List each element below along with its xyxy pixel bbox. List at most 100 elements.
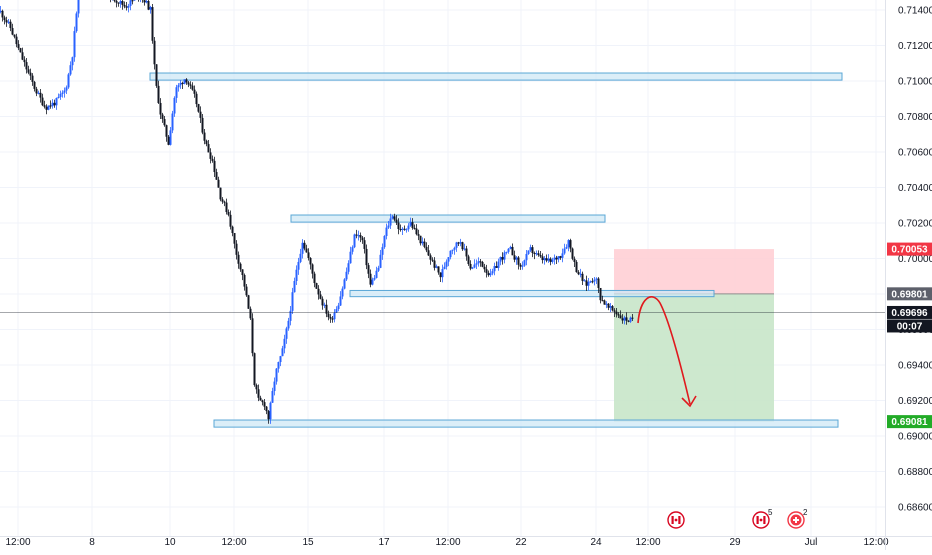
candle-body — [194, 90, 196, 94]
candle — [464, 244, 466, 251]
candle-body — [46, 107, 48, 110]
candle-body — [362, 238, 364, 241]
candle — [538, 250, 540, 256]
candle — [290, 306, 292, 325]
candle — [48, 105, 50, 110]
candle-body — [500, 257, 502, 262]
candle-body — [478, 261, 480, 263]
candle-body — [612, 306, 614, 310]
candle — [568, 239, 570, 251]
candle-body — [298, 262, 300, 270]
candle — [12, 24, 14, 35]
event-ca-group-badge[interactable]: 5 — [753, 508, 773, 528]
candle — [592, 278, 594, 283]
candle-body — [566, 247, 568, 248]
candle — [44, 101, 46, 109]
candle-body — [596, 279, 598, 280]
candle — [586, 276, 588, 291]
candle — [54, 100, 56, 108]
candle — [446, 259, 448, 269]
candle-body — [4, 17, 6, 20]
candle-body — [360, 235, 362, 237]
candle — [274, 378, 276, 396]
candle-body — [222, 199, 224, 201]
candle-body — [12, 28, 14, 35]
candle-body — [610, 306, 612, 308]
candle-body — [216, 172, 218, 180]
candle-body — [342, 289, 344, 297]
candle — [260, 396, 262, 401]
candle-body — [168, 137, 170, 145]
candle — [604, 299, 606, 304]
candle — [452, 250, 454, 255]
candle — [526, 250, 528, 265]
candle-body — [514, 255, 516, 259]
candle — [380, 250, 382, 268]
candle-body — [502, 257, 504, 260]
candle — [68, 73, 70, 89]
countdown-tag: 00:07 — [887, 319, 932, 332]
candle-body — [340, 296, 342, 305]
price-tick-label: 0.70600 — [898, 148, 932, 159]
range-bottom-zone[interactable] — [350, 290, 714, 296]
candle — [6, 17, 8, 27]
candle-body — [58, 97, 60, 98]
candle-body — [626, 317, 628, 320]
candle-body — [424, 242, 426, 247]
candle-body — [414, 228, 416, 229]
candle-body — [354, 235, 356, 248]
candle-body — [122, 1, 124, 5]
candle-body — [304, 243, 306, 249]
candle — [440, 272, 442, 282]
candle — [542, 253, 544, 263]
candle — [14, 34, 16, 38]
range-top-zone[interactable] — [291, 215, 605, 222]
candle-body — [470, 264, 472, 269]
maple-leaf — [760, 519, 763, 522]
candle-body — [420, 236, 422, 243]
candle — [420, 236, 422, 246]
position-tool[interactable] — [614, 249, 774, 422]
resistance-zone-top[interactable] — [150, 73, 842, 80]
candle-body — [618, 314, 620, 315]
candle-body — [324, 305, 326, 306]
price-tick-label: 0.71400 — [898, 6, 932, 17]
candle-body — [42, 98, 44, 106]
candle — [216, 169, 218, 180]
candle-body — [288, 321, 290, 329]
candle-body — [604, 300, 606, 304]
candle — [206, 140, 208, 147]
candle-body — [212, 159, 214, 161]
candle — [496, 261, 498, 268]
candle — [386, 224, 388, 240]
candle — [378, 266, 380, 272]
candle — [470, 260, 472, 270]
candle — [218, 177, 220, 188]
candle-body — [236, 244, 238, 255]
candle-body — [240, 264, 242, 270]
candle — [460, 239, 462, 246]
take-profit-area[interactable] — [614, 294, 774, 422]
candle — [292, 288, 294, 314]
support-zone-bottom[interactable] — [214, 420, 838, 427]
candle — [190, 81, 192, 89]
stop-loss-area[interactable] — [614, 249, 774, 294]
candle — [402, 227, 404, 235]
candle-body — [572, 249, 574, 259]
candle — [146, 0, 148, 3]
price-tick-label: 0.70000 — [898, 254, 932, 265]
time-tick-label: 12:00 — [635, 537, 660, 548]
event-ch-badge[interactable]: 2 — [788, 508, 808, 528]
candle — [324, 303, 326, 309]
candle — [472, 267, 474, 269]
candle-body — [384, 236, 386, 247]
candle-body — [278, 362, 280, 369]
candle — [346, 268, 348, 282]
candle-body — [476, 263, 478, 264]
candle-body — [452, 250, 454, 251]
candle-body — [32, 76, 34, 82]
event-ca-badge[interactable] — [668, 512, 684, 528]
